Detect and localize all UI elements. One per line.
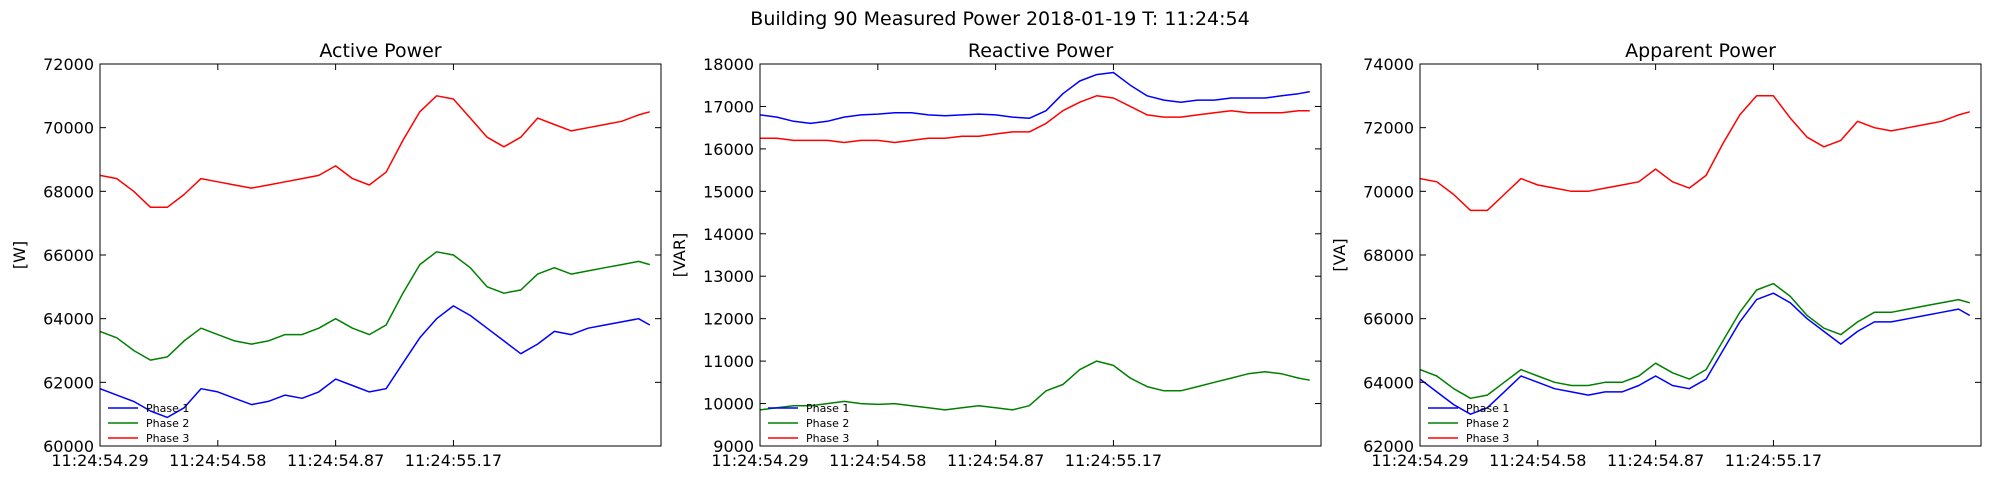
y-tick-label: 11000 <box>703 352 754 371</box>
series-line-phase-1 <box>100 305 651 419</box>
figure-title: Building 90 Measured Power 2018-01-19 T:… <box>750 8 1249 30</box>
x-tick-label: 11:24:55.17 <box>1065 451 1162 470</box>
y-tick-label: 62000 <box>43 373 94 392</box>
x-tick-label: 11:24:54.58 <box>829 451 926 470</box>
x-tick-label: 11:24:54.58 <box>1489 451 1586 470</box>
series-line-phase-3 <box>760 95 1310 144</box>
y-tick-label: 70000 <box>1363 182 1414 201</box>
y-tick-label: 64000 <box>1363 373 1414 392</box>
series-line-phase-1 <box>1420 292 1971 415</box>
y-axis-label: [VA] <box>1330 238 1349 271</box>
y-axis-label: [W] <box>10 241 29 269</box>
y-tick-label: 72000 <box>1363 119 1414 138</box>
series-group <box>760 71 1310 411</box>
legend: Phase 1 Phase 2 Phase 3 <box>1428 402 1509 445</box>
x-tick-label: 11:24:54.87 <box>947 451 1044 470</box>
legend-label: Phase 2 <box>146 417 189 430</box>
series-group <box>100 95 651 419</box>
y-tick-label: 12000 <box>703 310 754 329</box>
legend-label: Phase 3 <box>146 432 189 445</box>
chart-panel-3: Apparent Power [VA] 62000 64000 66000 68000 70… <box>1330 40 1982 470</box>
legend-label: Phase 2 <box>806 417 849 430</box>
y-tick-label: 14000 <box>703 225 754 244</box>
series-group <box>1420 95 1971 415</box>
y-axis-label: [VAR] <box>670 233 689 277</box>
x-tick-label: 11:24:54.29 <box>1371 451 1468 470</box>
x-tick-label: 11:24:54.58 <box>169 451 266 470</box>
series-line-phase-2 <box>100 251 651 361</box>
series-line-phase-2 <box>1420 282 1971 400</box>
series-line-phase-1 <box>760 71 1310 125</box>
y-tick-label: 68000 <box>43 182 94 201</box>
x-tick-label: 11:24:55.17 <box>405 451 502 470</box>
y-tick-label: 66000 <box>1363 310 1414 329</box>
x-tick-label: 11:24:54.29 <box>711 451 808 470</box>
y-tick-label: 72000 <box>43 55 94 74</box>
x-tick-label: 11:24:54.87 <box>287 451 384 470</box>
y-tick-label: 68000 <box>1363 246 1414 265</box>
x-tick-label: 11:24:54.29 <box>51 451 148 470</box>
y-tick-label: 60000 <box>43 437 94 456</box>
y-tick-label: 16000 <box>703 140 754 159</box>
series-line-phase-3 <box>100 95 651 209</box>
chart-title: Active Power <box>319 40 441 62</box>
y-tick-label: 74000 <box>1363 55 1414 74</box>
y-tick-label: 62000 <box>1363 437 1414 456</box>
y-tick-label: 66000 <box>43 246 94 265</box>
chart-title: Reactive Power <box>968 40 1113 62</box>
chart-panel-1: Active Power [W] 60000 62000 64000 66000 68000… <box>10 40 662 470</box>
chart-panel-2: Reactive Power [VAR] 9000 10000 11000 12000 13… <box>670 40 1322 470</box>
legend: Phase 1 Phase 2 Phase 3 <box>768 402 849 445</box>
legend-label: Phase 1 <box>146 402 189 415</box>
legend: Phase 1 Phase 2 Phase 3 <box>108 402 189 445</box>
legend-label: Phase 3 <box>1466 432 1509 445</box>
legend-label: Phase 1 <box>806 402 849 415</box>
y-tick-label: 10000 <box>703 395 754 414</box>
y-tick-label: 17000 <box>703 97 754 116</box>
y-tick-label: 70000 <box>43 119 94 138</box>
legend-label: Phase 2 <box>1466 417 1509 430</box>
legend-label: Phase 3 <box>806 432 849 445</box>
plot-frame <box>99 63 662 447</box>
y-tick-label: 15000 <box>703 182 754 201</box>
series-line-phase-2 <box>760 360 1310 411</box>
chart-title: Apparent Power <box>1625 40 1776 62</box>
y-tick-label: 9000 <box>713 437 754 456</box>
series-line-phase-3 <box>1420 95 1971 212</box>
x-tick-label: 11:24:55.17 <box>1725 451 1822 470</box>
y-tick-label: 64000 <box>43 310 94 329</box>
y-tick-label: 18000 <box>703 55 754 74</box>
plot-frame <box>759 63 1322 447</box>
x-tick-label: 11:24:54.87 <box>1607 451 1704 470</box>
y-tick-label: 13000 <box>703 267 754 286</box>
plot-frame <box>1419 63 1982 447</box>
legend-label: Phase 1 <box>1466 402 1509 415</box>
